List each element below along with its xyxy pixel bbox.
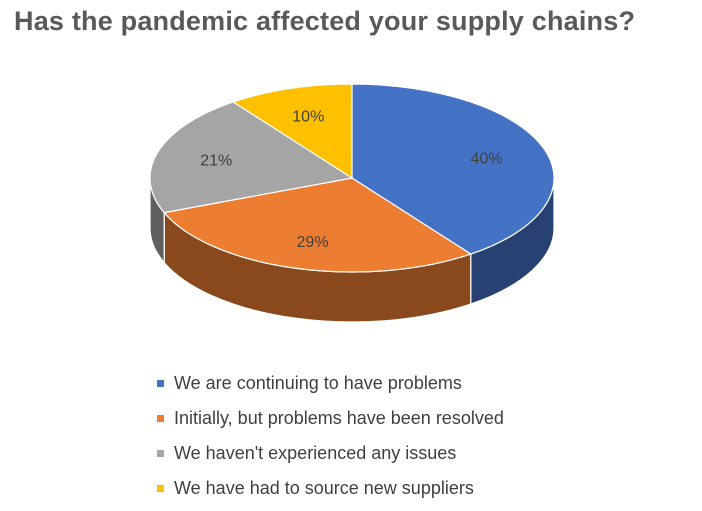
pie-slice-3 xyxy=(232,83,353,179)
legend-label: We have had to source new suppliers xyxy=(174,477,474,498)
legend-item-continuing-problems: We are continuing to have problems xyxy=(157,371,504,395)
pie-data-label-1: 29% xyxy=(297,234,329,251)
legend-swatch xyxy=(157,449,164,457)
legend-label: Initially, but problems have been resolv… xyxy=(174,407,504,428)
legend-label: We are continuing to have problems xyxy=(174,372,462,393)
pie-label-layer: 40% 29% 21% 10% xyxy=(200,108,502,251)
chart-title: Has the pandemic affected your supply ch… xyxy=(14,6,636,36)
pie-slice-1 xyxy=(163,177,472,273)
pie-data-label-2: 21% xyxy=(200,153,232,170)
legend-swatch xyxy=(157,484,164,492)
legend-swatch xyxy=(157,414,164,422)
legend-swatch xyxy=(157,379,164,387)
legend-label: We haven't experienced any issues xyxy=(174,442,457,463)
pie-chart: 40% 29% 21% 10% xyxy=(149,83,555,323)
pie-data-label-0: 40% xyxy=(470,151,502,168)
pie-slice-2 xyxy=(149,101,353,214)
legend: We are continuing to have problems Initi… xyxy=(157,371,504,511)
legend-item-new-suppliers: We have had to source new suppliers xyxy=(157,476,504,500)
legend-item-no-issues: We haven't experienced any issues xyxy=(157,441,504,465)
pie-top-layer xyxy=(149,83,555,273)
legend-item-problems-resolved: Initially, but problems have been resolv… xyxy=(157,406,504,430)
pie-slice-0 xyxy=(351,83,555,255)
pie-data-label-3: 10% xyxy=(292,108,324,125)
